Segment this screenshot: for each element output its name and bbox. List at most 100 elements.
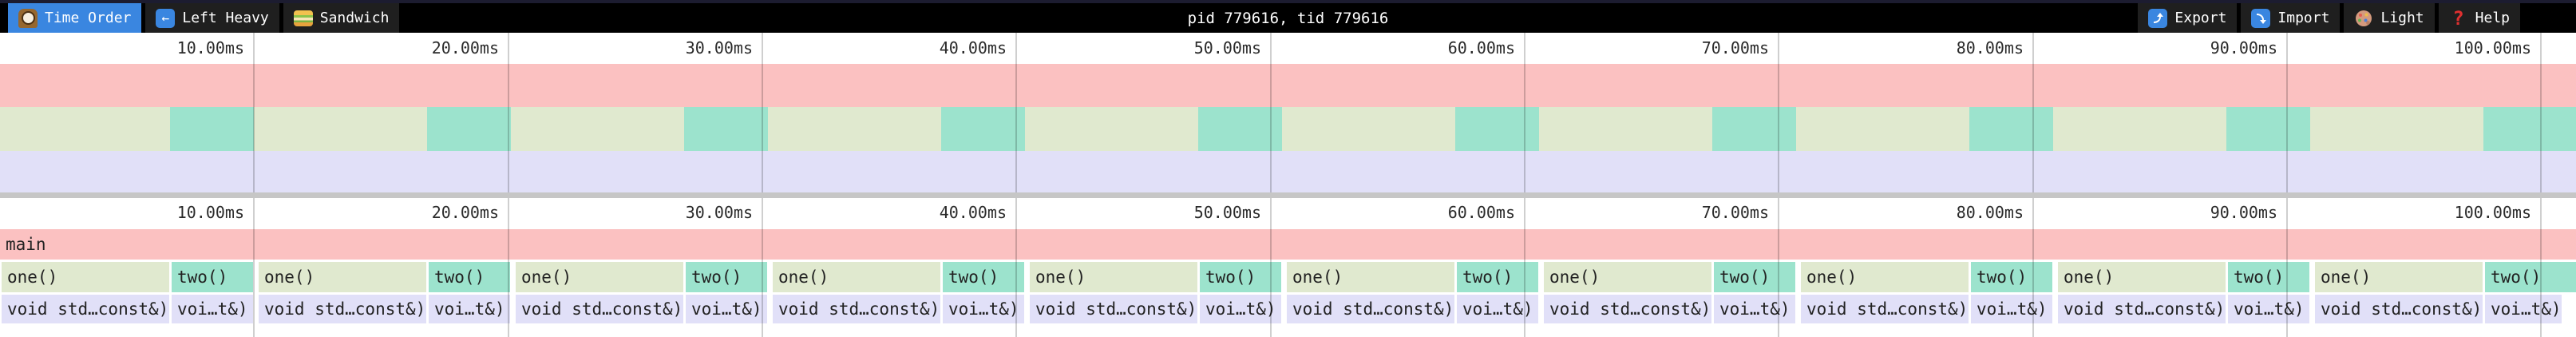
tab-time-order-label: Time Order [45, 10, 132, 26]
tab-sandwich-label: Sandwich [319, 10, 390, 26]
frame-cell-void[interactable]: void std…const&) [2315, 295, 2483, 323]
minimap-two-block [1969, 107, 2053, 151]
ruler-tick-label: 50.00ms [1193, 38, 1261, 57]
ruler-tick-label: 10.00ms [176, 203, 244, 222]
frame-cell-void[interactable]: voi…t&) [1714, 295, 1795, 323]
minimap-two-block [427, 107, 511, 151]
minimap-two-block [1198, 107, 1282, 151]
frame-cell-void[interactable]: voi…t&) [2485, 295, 2562, 323]
frame-cell-void[interactable]: void std…const&) [1801, 295, 1969, 323]
frame-cell-calls[interactable]: two() [172, 262, 253, 292]
window-top-strip [0, 0, 2576, 3]
ruler-tick-label: 80.00ms [1956, 203, 2024, 222]
frame-cell-void[interactable]: void std…const&) [1030, 295, 1197, 323]
minimap-two-block [2483, 107, 2576, 151]
minimap-two-block [684, 107, 768, 151]
frame-cell-void[interactable]: void std…const&) [1544, 295, 1711, 323]
minimap-band-void [0, 151, 2576, 192]
frame-cell-void[interactable]: voi…t&) [1200, 295, 1281, 323]
sandwich-icon [293, 10, 313, 26]
ruler-tick-label: 70.00ms [1701, 203, 1769, 222]
minimap[interactable]: 10.00ms 20.00ms 30.00ms 40.00ms 50.00ms 60.00… [0, 33, 2576, 192]
minimap-band-main [0, 64, 2576, 107]
frame-cell-calls[interactable]: two() [2228, 262, 2309, 292]
frame-cell-void[interactable]: void std…const&) [2, 295, 169, 323]
frame-cell-calls[interactable]: one() [259, 262, 426, 292]
minimap-two-block [2226, 107, 2310, 151]
frame-cell-calls[interactable]: one() [2, 262, 169, 292]
toolbar: Time Order ← Left Heavy Sandwich pid 779… [0, 3, 2576, 33]
ruler-tick-label: 50.00ms [1193, 203, 1261, 222]
tab-left-heavy-label: Left Heavy [182, 10, 269, 26]
flamegraph: main one() two() one() two() one() two() one()… [0, 198, 2576, 337]
ruler-tick-label: 90.00ms [2210, 203, 2277, 222]
import-icon [2251, 8, 2271, 28]
frame-cell-void[interactable]: voi…t&) [429, 295, 510, 323]
frame-cell-calls[interactable]: one() [2058, 262, 2226, 292]
flame-ruler: 10.00ms 20.00ms 30.00ms 40.00ms 50.00ms 60.00… [0, 198, 2576, 228]
frame-cell-calls[interactable]: one() [516, 262, 683, 292]
import-button[interactable]: Import [2241, 3, 2341, 33]
frame-cell-main[interactable]: main [0, 229, 2576, 260]
ruler-tick-label: 90.00ms [2210, 38, 2277, 57]
minimap-two-block [1712, 107, 1796, 151]
frame-cell-calls[interactable]: one() [1801, 262, 1969, 292]
export-button[interactable]: Export [2138, 3, 2238, 33]
frame-cell-void[interactable]: voi…t&) [172, 295, 253, 323]
ruler-tick-label: 80.00ms [1956, 38, 2024, 57]
ruler-tick-label: 60.00ms [1447, 38, 1515, 57]
frame-cell-calls[interactable]: one() [2315, 262, 2483, 292]
minimap-two-block [1455, 107, 1539, 151]
frame-cell-void[interactable]: voi…t&) [943, 295, 1024, 323]
frame-cell-void[interactable]: voi…t&) [1457, 295, 1538, 323]
frame-cell-void[interactable]: void std…const&) [2058, 295, 2226, 323]
flame-row-main: main [0, 229, 2576, 260]
frame-cell-calls[interactable]: one() [773, 262, 940, 292]
frame-cell-calls[interactable]: two() [1714, 262, 1795, 292]
clock-icon [18, 8, 38, 28]
frame-cell-calls[interactable]: one() [1030, 262, 1197, 292]
frame-cell-void[interactable]: void std…const&) [516, 295, 683, 323]
ruler-tick-label: 100.00ms [2454, 38, 2531, 57]
frame-cell-void[interactable]: voi…t&) [2228, 295, 2309, 323]
tab-sandwich[interactable]: Sandwich [283, 3, 400, 33]
frame-cell-void[interactable]: voi…t&) [686, 295, 767, 323]
theme-toggle-button[interactable]: Light [2344, 3, 2435, 33]
ruler-tick-label: 60.00ms [1447, 203, 1515, 222]
flame-row-void: void std…const&) voi…t&) void std…const&) v… [0, 295, 2576, 323]
help-label: Help [2475, 10, 2510, 26]
frame-cell-calls[interactable]: two() [1457, 262, 1538, 292]
ruler-tick-label: 100.00ms [2454, 203, 2531, 222]
ruler-tick-label: 30.00ms [685, 203, 753, 222]
theme-toggle-label: Light [2380, 10, 2424, 26]
minimap-two-block [941, 107, 1025, 151]
frame-cell-calls[interactable]: one() [1544, 262, 1711, 292]
frame-cell-void[interactable]: void std…const&) [259, 295, 426, 323]
frame-cell-void[interactable]: void std…const&) [1287, 295, 1454, 323]
flame-row-calls: one() two() one() two() one() two() one() two()… [0, 262, 2576, 292]
ruler-tick-label: 20.00ms [431, 38, 499, 57]
toolbar-actions: Export Import [2138, 3, 2520, 33]
frame-cell-calls[interactable]: two() [686, 262, 767, 292]
export-label: Export [2174, 10, 2227, 26]
help-button[interactable]: ? Help [2438, 3, 2520, 33]
ruler-tick-label: 40.00ms [939, 203, 1007, 222]
frame-cell-calls[interactable]: one() [1287, 262, 1454, 292]
splitter-handle[interactable] [0, 192, 2576, 198]
help-icon: ? [2452, 6, 2464, 30]
frame-cell-calls[interactable]: two() [429, 262, 510, 292]
frame-cell-calls[interactable]: two() [943, 262, 1024, 292]
minimap-band-calls [0, 107, 2576, 151]
frame-cell-calls[interactable]: two() [1200, 262, 1281, 292]
minimap-two-block [170, 107, 254, 151]
ruler-tick-label: 20.00ms [431, 203, 499, 222]
export-icon [2148, 8, 2168, 28]
frame-cell-void[interactable]: voi…t&) [1971, 295, 2052, 323]
ruler-tick-label: 30.00ms [685, 38, 753, 57]
frame-cell-calls[interactable]: two() [2485, 262, 2576, 292]
frame-cell-calls[interactable]: two() [1971, 262, 2052, 292]
tab-time-order[interactable]: Time Order [8, 3, 142, 33]
palette-icon [2354, 9, 2373, 28]
tab-left-heavy[interactable]: ← Left Heavy [145, 3, 279, 33]
frame-cell-void[interactable]: void std…const&) [773, 295, 940, 323]
